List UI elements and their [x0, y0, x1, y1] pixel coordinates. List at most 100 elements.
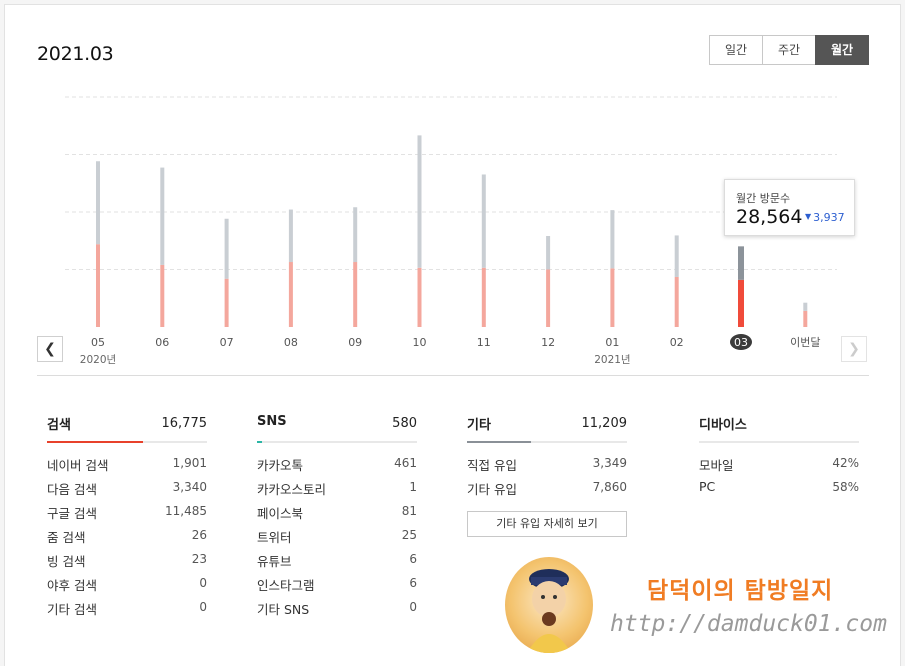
chart-tooltip: 월간 방문수 28,564 ▼ 3,937	[724, 179, 855, 236]
next-period-button[interactable]: ❯	[841, 336, 867, 362]
other-row: 직접 유입 3,349	[467, 455, 627, 479]
search-row-label: 야후 검색	[47, 578, 97, 593]
bar-segment	[224, 218, 229, 279]
sns-row: 카카오스토리 1	[257, 479, 417, 503]
device-header: 디바이스	[699, 413, 859, 441]
sns-row: 페이스북 81	[257, 503, 417, 527]
other-row-label: 직접 유입	[467, 458, 517, 473]
x-tick-label: 01	[605, 336, 619, 349]
x-tick-label: 11	[477, 336, 491, 349]
watermark-url: http://damduck01.com	[610, 611, 887, 637]
tooltip-value: 28,564	[736, 206, 803, 228]
watermark-title: 담덕이의 탐방일지	[647, 578, 834, 604]
search-share-bar	[47, 441, 207, 443]
bar-segment	[546, 269, 551, 327]
sns-row-label: 유튜브	[257, 554, 292, 569]
other-header: 기타 11,209	[467, 413, 627, 441]
bar-segment	[96, 161, 100, 245]
x-tick-label: 08	[284, 336, 298, 349]
search-row-value: 26	[191, 528, 207, 542]
bar-segment	[738, 279, 744, 327]
sns-row-value: 1	[409, 480, 417, 494]
search-row: 네이버 검색 1,901	[47, 455, 207, 479]
other-total: 11,209	[581, 416, 628, 431]
bar-segment	[610, 268, 615, 327]
prev-period-button[interactable]: ❮	[37, 336, 63, 362]
other-label: 기타	[467, 418, 491, 433]
device-stats: 디바이스 모바일 42% PC 58%	[699, 413, 859, 503]
bar-segment	[353, 207, 358, 263]
sns-row-value: 461	[394, 456, 417, 470]
search-row: 줌 검색 26	[47, 527, 207, 551]
chevron-left-icon: ❮	[44, 341, 56, 357]
x-tick-label: 이번달	[790, 336, 820, 349]
search-row-label: 구글 검색	[47, 506, 97, 521]
sns-row: 기타 SNS 0	[257, 599, 417, 623]
tooltip-title: 월간 방문수	[736, 192, 791, 205]
search-row-value: 23	[191, 552, 207, 566]
search-row-value: 0	[199, 600, 207, 614]
x-tick-label: 12	[541, 336, 555, 349]
year-label: 2020년	[80, 354, 116, 366]
sns-row: 인스타그램 6	[257, 575, 417, 599]
bar-segment	[160, 167, 165, 265]
other-inflow-detail-button[interactable]: 기타 유입 자세히 보기	[467, 511, 627, 537]
search-stats: 검색 16,775 네이버 검색 1,901 다음 검색 3,340 구글 검색 11,4…	[47, 413, 207, 623]
sns-stats: SNS 580 카카오톡 461 카카오스토리 1 페이스북 81 트위터 25 유튜브 6 인스타…	[257, 413, 417, 623]
sns-row: 트위터 25	[257, 527, 417, 551]
device-row-label: PC	[699, 479, 716, 494]
sns-share-fill	[257, 441, 262, 443]
tooltip-delta-value: 3,937	[813, 211, 845, 224]
search-header: 검색 16,775	[47, 413, 207, 441]
other-share-fill	[467, 441, 531, 443]
sns-share-bar	[257, 441, 417, 443]
search-row: 빙 검색 23	[47, 551, 207, 575]
device-row-label: 모바일	[699, 458, 734, 473]
bar-segment	[96, 244, 100, 327]
sns-row-label: 트위터	[257, 530, 292, 545]
other-stats: 기타 11,209 직접 유입 3,349 기타 유입 7,860 기타 유입 자세히…	[467, 413, 627, 537]
sns-label: SNS	[257, 414, 287, 429]
x-tick-label: 07	[220, 336, 234, 349]
device-row-value: 58%	[832, 480, 859, 494]
device-row-value: 42%	[832, 456, 859, 470]
bar-segment	[288, 262, 293, 327]
bar-segment	[674, 235, 679, 277]
year-label: 2021년	[594, 354, 630, 366]
bar-segment	[546, 236, 551, 270]
sns-header: SNS 580	[257, 413, 417, 441]
bar-segment	[417, 267, 422, 327]
search-row-value: 1,901	[172, 456, 207, 470]
bar-segment	[674, 276, 679, 327]
monthly-view-button[interactable]: 월간	[815, 35, 869, 65]
search-row: 야후 검색 0	[47, 575, 207, 599]
device-row: 모바일 42%	[699, 455, 859, 479]
device-label: 디바이스	[699, 418, 747, 433]
bar-segment	[288, 209, 293, 263]
sns-row-value: 6	[409, 552, 417, 566]
sns-row-value: 0	[409, 600, 417, 614]
bar-segment	[417, 135, 422, 268]
watermark-avatar	[505, 557, 593, 653]
stats-card: 2021.03 일간 주간 월간 05 06 07 08 09 10 11 12 01 02 03 이…	[4, 4, 901, 666]
sns-row-label: 인스타그램	[257, 578, 315, 593]
selected-tick-bg	[730, 334, 752, 350]
page-title: 2021.03	[37, 43, 114, 65]
search-row-value: 11,485	[165, 504, 207, 518]
search-total: 16,775	[161, 416, 208, 431]
search-row-value: 3,340	[172, 480, 207, 494]
search-share-fill	[47, 441, 143, 443]
search-row-label: 빙 검색	[47, 554, 86, 569]
x-tick-label: 10	[413, 336, 427, 349]
sns-total: 580	[392, 416, 417, 431]
other-row: 기타 유입 7,860	[467, 479, 627, 503]
section-divider	[37, 375, 869, 376]
chevron-right-icon: ❯	[848, 341, 860, 357]
sns-row-label: 기타 SNS	[257, 602, 310, 617]
search-row-value: 0	[199, 576, 207, 590]
device-share-bar	[699, 441, 859, 443]
sns-row: 카카오톡 461	[257, 455, 417, 479]
avatar-illustration	[527, 569, 571, 653]
sns-row-label: 카카오스토리	[257, 482, 327, 497]
sns-row-value: 25	[401, 528, 417, 542]
